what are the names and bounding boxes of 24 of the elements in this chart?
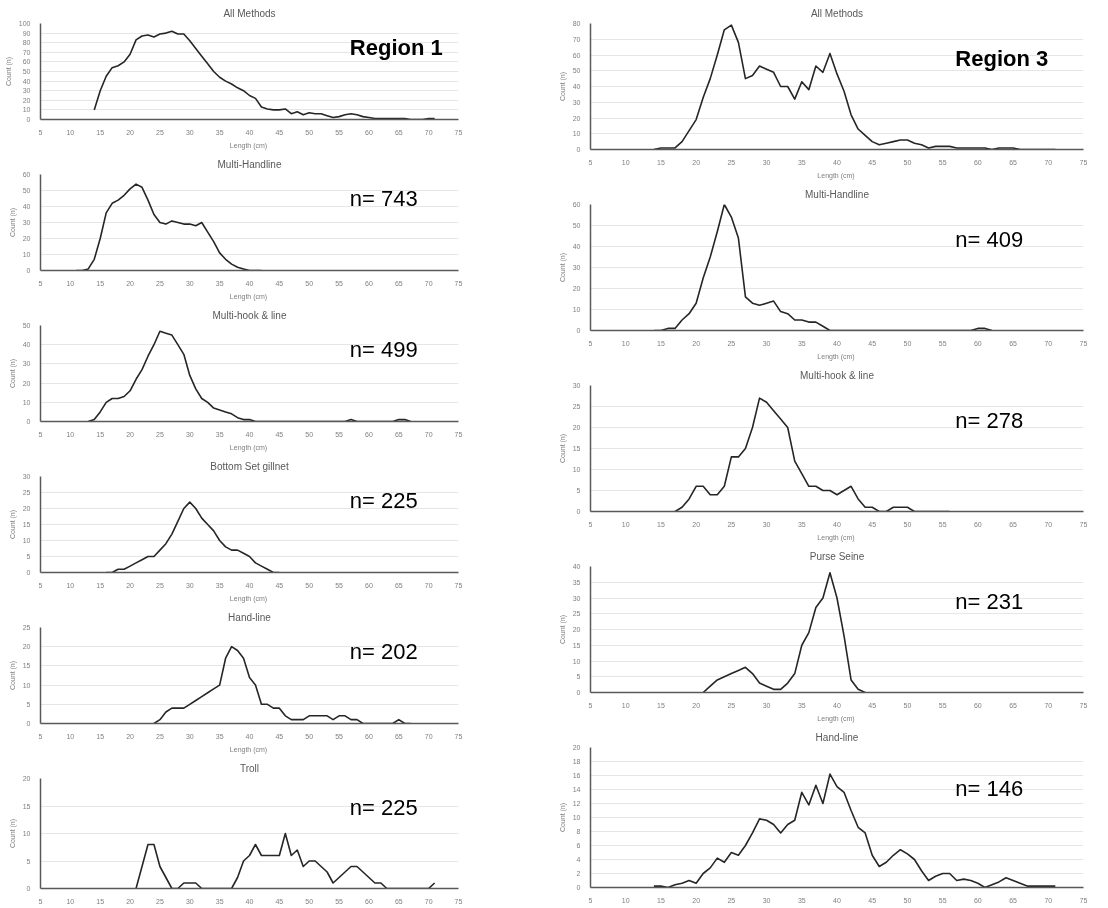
chart-title: Hand-line — [815, 731, 859, 743]
chart-title: Hand-line — [228, 611, 272, 623]
chart-title: All Methods — [810, 7, 864, 19]
chart-title: Bottom Set gillnet — [210, 460, 289, 472]
annotation: n= 231 — [955, 589, 1024, 615]
annotation: n= 499 — [349, 336, 418, 362]
annotation: n= 743 — [349, 185, 418, 211]
annotation: n= 278 — [955, 408, 1024, 434]
annotation: n= 225 — [349, 795, 418, 821]
annotation: n= 409 — [955, 227, 1024, 253]
chart-title: Multi-hook & line — [800, 369, 875, 381]
chart-title: Troll — [239, 762, 260, 774]
chart-title: Purse Seine — [809, 550, 865, 562]
annotation: n= 225 — [349, 487, 418, 513]
line-series — [653, 773, 1057, 888]
chart-title: All Methods — [223, 7, 276, 19]
annotation: Region 1 — [349, 34, 443, 60]
line-series — [702, 572, 866, 693]
chart-title: Multi-hook & line — [212, 309, 287, 321]
annotation: n= 202 — [349, 638, 418, 664]
chart-title: Multi-Handline — [217, 158, 282, 170]
annotation: n= 146 — [955, 775, 1024, 801]
annotation: Region 3 — [955, 46, 1049, 72]
chart-title: Multi-Handline — [805, 188, 870, 200]
